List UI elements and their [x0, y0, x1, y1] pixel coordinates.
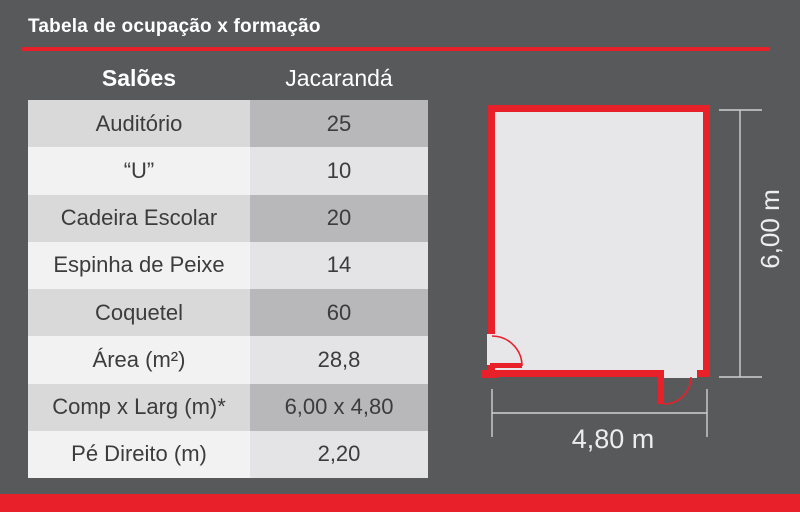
row-value: 6,00 x 4,80	[250, 383, 428, 431]
row-value: 10	[250, 147, 428, 195]
row-value: 2,20	[250, 430, 428, 478]
row-value: 14	[250, 241, 428, 289]
left-door-opening	[487, 334, 496, 365]
width-dimension-line	[491, 389, 708, 437]
occupancy-table: Auditório 25 “U” 10 Cadeira Escolar 20 E…	[28, 100, 428, 478]
row-label: Pé Direito (m)	[28, 430, 250, 478]
row-label: Auditório	[28, 100, 250, 148]
row-label: Área (m²)	[28, 336, 250, 384]
table-header-jacaranda: Jacarandá	[285, 64, 393, 91]
height-dimension-line	[719, 109, 762, 378]
left-door-arc	[491, 335, 523, 367]
bottom-accent-bar	[0, 494, 800, 512]
row-label: Espinha de Peixe	[28, 241, 250, 289]
title-underline	[21, 47, 770, 51]
page-title: Tabela de ocupação x formação	[28, 16, 321, 37]
table-row: Cadeira Escolar 20	[28, 194, 428, 242]
right-door-leaf	[658, 370, 664, 404]
row-value: 25	[250, 100, 428, 148]
right-door-arc	[663, 376, 692, 405]
table-row: Área (m²) 28,8	[28, 336, 428, 384]
height-dimension-label: 6,00 m	[755, 189, 785, 269]
row-value: 28,8	[250, 336, 428, 384]
table-row: Comp x Larg (m)* 6,00 x 4,80	[28, 383, 428, 431]
room-floor	[495, 112, 703, 370]
left-door-leaf	[490, 363, 522, 368]
table-row: Auditório 25	[28, 100, 428, 148]
row-label: Cadeira Escolar	[28, 194, 250, 242]
table-row: “U” 10	[28, 147, 428, 195]
row-label: “U”	[28, 147, 250, 195]
row-label: Comp x Larg (m)*	[28, 383, 250, 431]
row-value: 20	[250, 194, 428, 242]
row-label: Coquetel	[28, 289, 250, 337]
width-dimension-label: 4,80 m	[571, 424, 655, 454]
row-value: 60	[250, 289, 428, 337]
right-door-opening	[658, 369, 697, 378]
floorplan-diagram	[481, 105, 762, 437]
table-row: Espinha de Peixe 14	[28, 241, 428, 289]
table-row: Pé Direito (m) 2,20	[28, 430, 428, 478]
table-row: Coquetel 60	[28, 289, 428, 337]
wall-corner-detail	[481, 370, 497, 378]
table-header-rooms: Salões	[101, 64, 177, 91]
